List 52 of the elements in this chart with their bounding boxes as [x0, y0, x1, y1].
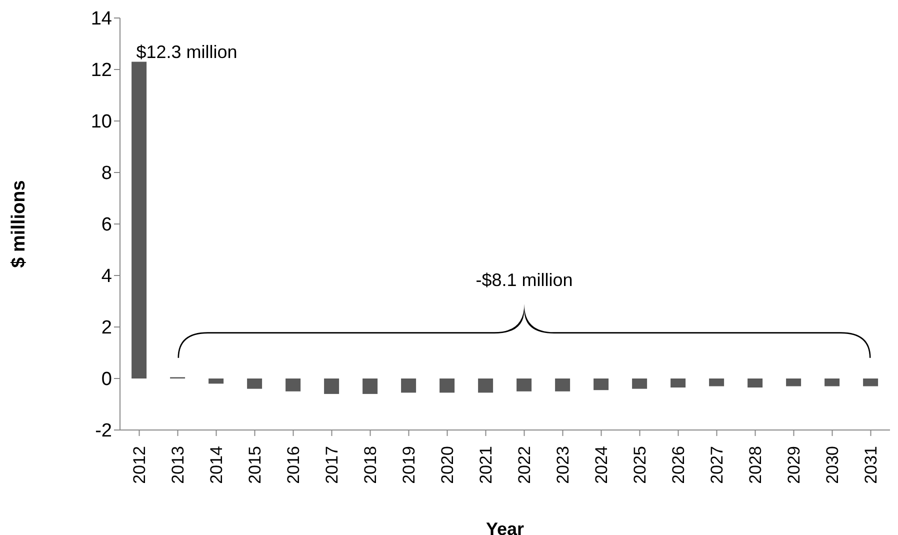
bar	[132, 62, 147, 378]
y-axis-title: $ millions	[8, 180, 30, 268]
y-tick-label: 4	[101, 266, 112, 288]
y-tick-label: 2	[101, 318, 112, 339]
bar	[786, 378, 802, 386]
bar	[709, 378, 724, 386]
y-tick-label: 12	[90, 60, 112, 82]
bar	[555, 378, 570, 392]
x-tick-label: 2023	[553, 446, 572, 484]
annotation: $12.3 million	[136, 42, 238, 62]
bar	[401, 378, 416, 393]
bar	[748, 378, 763, 388]
x-tick-label: 2013	[168, 446, 188, 484]
y-tick-label: 10	[90, 112, 112, 133]
x-tick-label: 2028	[746, 446, 765, 484]
bar	[440, 378, 455, 393]
y-tick-label: 0	[101, 369, 112, 390]
bar	[324, 378, 340, 394]
x-tick-label: 2015	[245, 446, 264, 484]
x-tick-label: 2022	[514, 446, 534, 484]
x-tick-label: 2017	[322, 446, 342, 484]
bar	[286, 378, 301, 392]
x-tick-label: 2024	[592, 446, 611, 484]
x-tick-label: 2014	[206, 446, 226, 484]
x-tick-label: 2018	[360, 446, 380, 484]
y-tick-label: 8	[101, 163, 112, 184]
bar	[594, 378, 609, 390]
y-tick-label: 6	[101, 214, 112, 236]
x-tick-label: 2026	[668, 446, 688, 484]
x-tick-label: 2016	[284, 446, 303, 484]
bar	[824, 378, 840, 386]
bar	[247, 378, 262, 389]
x-tick-label: 2020	[438, 446, 457, 484]
annotation: -$8.1 million	[474, 270, 574, 291]
x-tick-label: 2030	[822, 446, 842, 484]
x-tick-label: 2029	[784, 446, 804, 484]
y-tick-label: -2	[95, 420, 112, 442]
bar	[362, 378, 378, 394]
y-tick-label: 14	[90, 8, 112, 30]
bar	[208, 378, 224, 384]
bar	[478, 378, 494, 393]
x-tick-label: 2027	[707, 446, 726, 484]
x-tick-label: 2021	[476, 446, 496, 484]
x-tick-label: 2019	[399, 446, 418, 484]
bar	[516, 378, 532, 392]
bar	[863, 378, 878, 386]
x-tick-label: 2031	[861, 446, 880, 484]
bar	[670, 378, 686, 388]
x-axis-title: Year	[486, 519, 524, 535]
x-tick-label: 2025	[630, 446, 650, 484]
bar	[632, 378, 648, 389]
x-tick-label: 2012	[130, 446, 149, 484]
